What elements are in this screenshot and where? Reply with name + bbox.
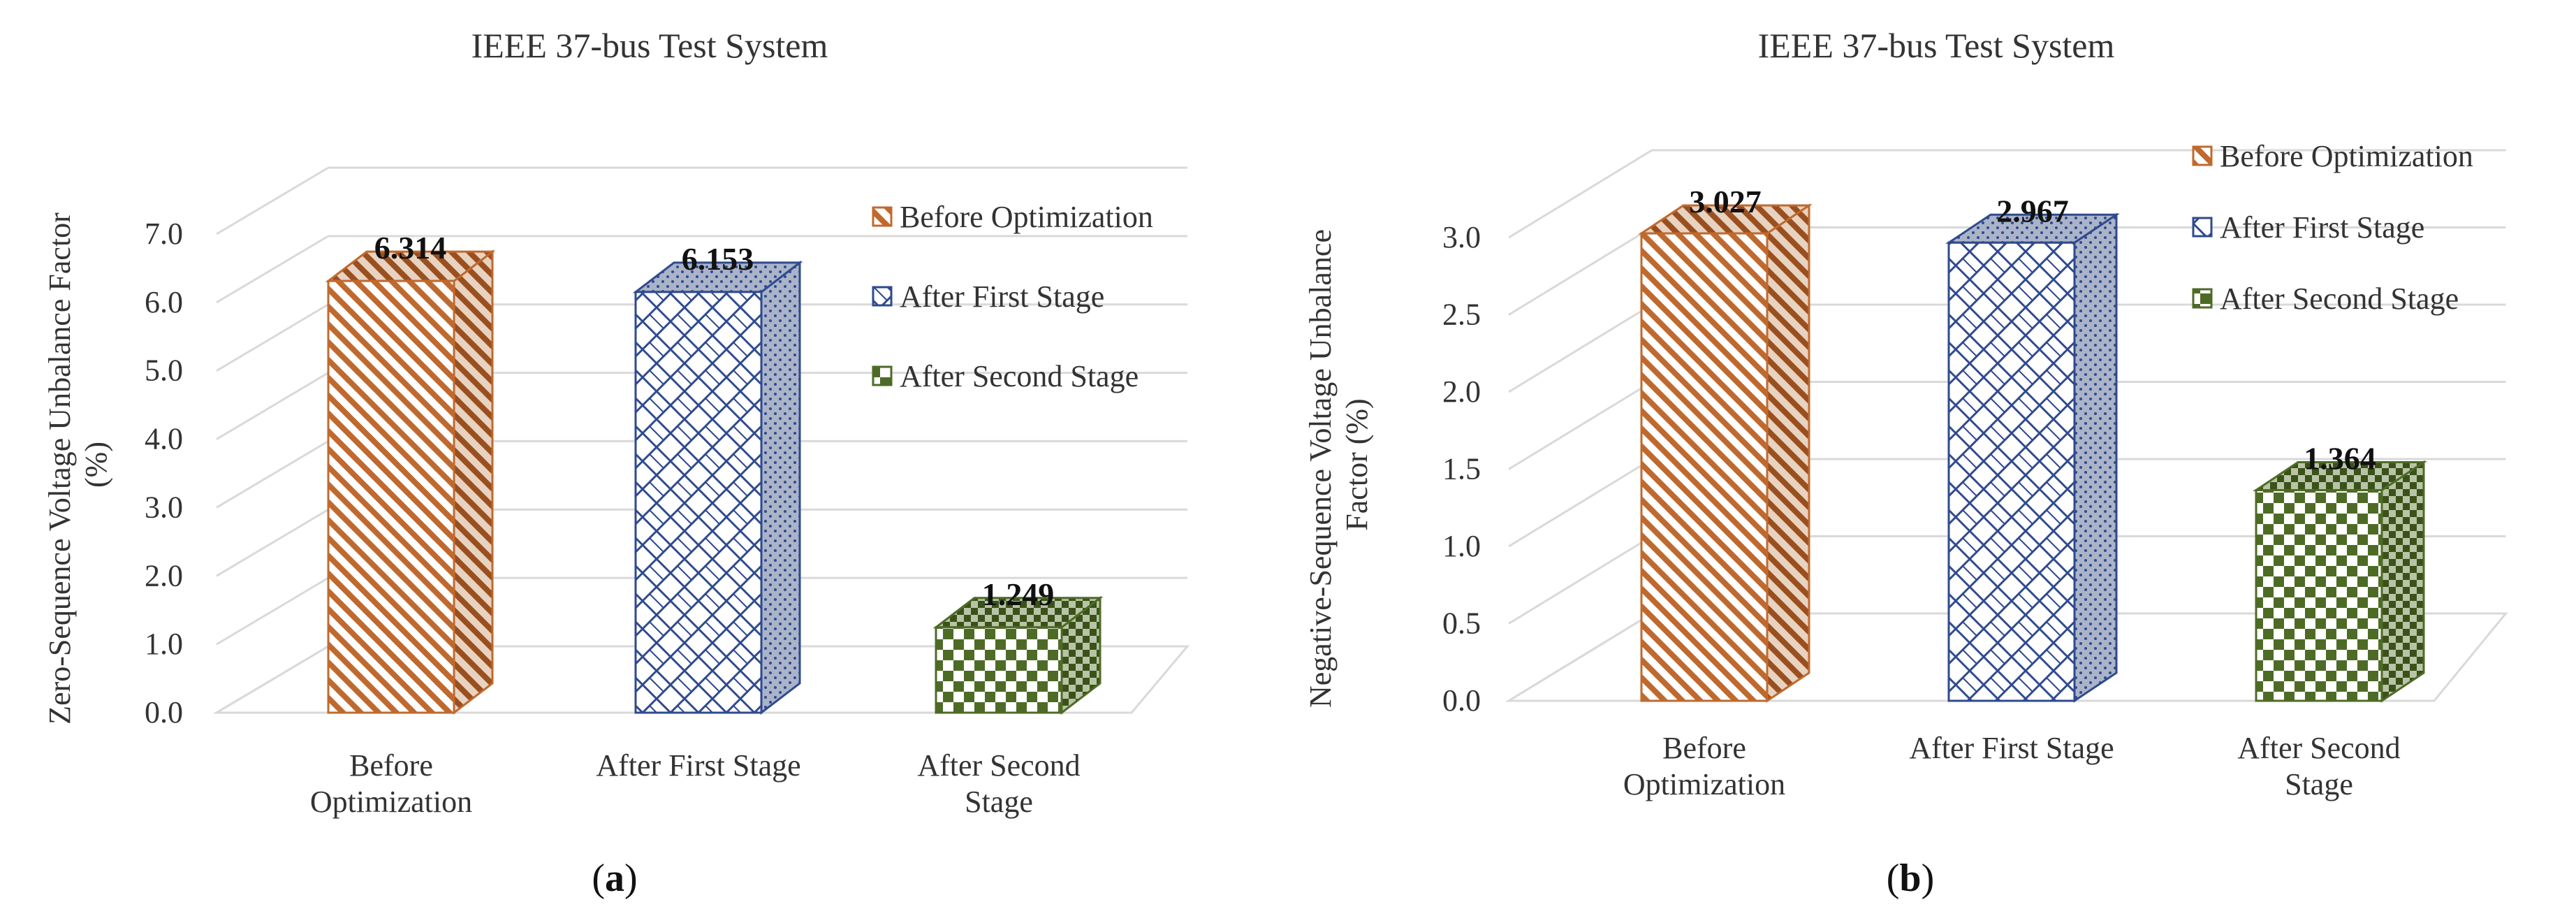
x-category-label: Before Optimization: [1623, 731, 1785, 801]
bar-front-face: [327, 279, 455, 714]
legend-item-after-first-stage: After First Stage: [2192, 210, 2424, 245]
data-label: 6.153: [682, 241, 754, 277]
chart-b-y-axis: 0.0 0.5 1.0 1.5 2.0 2.5 3.0: [1442, 220, 1481, 718]
legend-swatch: [872, 206, 893, 227]
y-tick-label: 0.5: [1442, 606, 1481, 641]
y-tick-label: 1.5: [1442, 452, 1481, 486]
panel-a-caption: (a): [592, 857, 637, 900]
chart-floor: [212, 645, 1190, 714]
gridline-side: [216, 235, 329, 304]
y-tick-label: 3.0: [1442, 220, 1481, 254]
y-tick-label: 1.0: [145, 627, 183, 661]
y-tick-label: 5.0: [145, 354, 183, 388]
bar-side-face: [2380, 460, 2425, 703]
bar-before-optimization: 6.314: [325, 230, 496, 715]
chart-b-bars: 3.027 2.967 1.364: [1638, 184, 2427, 703]
chart-a-bars: 6.314 6.153 1.249: [325, 230, 1104, 715]
x-category-label: After Second Stage: [917, 748, 1080, 819]
chart-a-title: IEEE 37-bus Test System: [471, 26, 828, 65]
data-label: 1.249: [982, 576, 1055, 612]
data-label: 6.314: [374, 230, 447, 266]
bar-after-second-stage: 1.249: [932, 576, 1104, 715]
legend-swatch: [872, 365, 893, 386]
chart-a-x-axis: Before Optimization After First Stage After…: [310, 748, 1081, 819]
bar-front-face: [2255, 489, 2383, 702]
bar-front-face: [1947, 241, 2076, 702]
legend-label: After First Stage: [2220, 210, 2424, 245]
gridline-side: [216, 440, 329, 509]
gridline-side: [216, 166, 329, 235]
bar-before-optimization: 3.027: [1638, 184, 1813, 703]
y-tick-label: 1.0: [1442, 529, 1481, 563]
chart-b-legend: Before Optimization After First Stage Afte…: [2192, 139, 2473, 316]
bar-after-second-stage: 1.364: [2253, 441, 2427, 703]
legend-label: After Second Stage: [2220, 282, 2459, 316]
legend-label: Before Optimization: [900, 200, 1153, 234]
bar-side-face: [453, 249, 494, 715]
gridline-side: [216, 303, 329, 372]
legend-item-after-second-stage: After Second Stage: [2192, 282, 2459, 316]
chart-b-y-label: Negative-Sequence Voltage Unbalance Fact…: [1303, 221, 1374, 708]
legend-label: After Second Stage: [900, 359, 1139, 393]
legend-item-after-first-stage: After First Stage: [872, 279, 1104, 314]
y-tick-label: 2.0: [145, 558, 183, 593]
bar-front-face: [634, 291, 763, 714]
y-tick-label: 4.0: [145, 422, 183, 456]
y-tick-label: 7.0: [145, 217, 183, 251]
data-label: 3.027: [1689, 184, 1762, 219]
chart-a-y-label-line-1: Zero-Sequence Voltage Unbalance Factor: [43, 212, 77, 725]
y-tick-label: 2.5: [1442, 298, 1481, 332]
chart-b-y-label-line-1: Negative-Sequence Voltage Unbalance: [1303, 229, 1338, 708]
y-tick-label: 6.0: [145, 285, 183, 319]
legend-swatch: [2192, 288, 2213, 309]
gridline-side: [216, 372, 329, 440]
chart-a-y-label-line-2: (%): [79, 442, 113, 488]
chart-panel-b: IEEE 37-bus Test System 0.0 0.5 1.0 1.5 2.0 2…: [1303, 26, 2508, 900]
gridline-side: [1508, 226, 1653, 316]
legend-item-before-optimization: Before Optimization: [2192, 139, 2473, 173]
chart-a-legend: Before Optimization After First Stage Afte…: [872, 200, 1153, 393]
gridline-side: [216, 576, 329, 646]
panel-b-caption: (b): [1887, 857, 1934, 900]
legend-item-after-second-stage: After Second Stage: [872, 359, 1139, 393]
y-tick-label: 3.0: [145, 490, 183, 524]
bar-side-face: [760, 260, 801, 715]
bar-side-face: [2073, 212, 2118, 703]
gridline-side: [1508, 458, 1653, 548]
legend-swatch: [2192, 217, 2213, 238]
legend-swatch: [872, 286, 893, 307]
gridline-side: [1508, 381, 1653, 470]
gridline-side: [1508, 535, 1653, 625]
legend-item-before-optimization: Before Optimization: [872, 200, 1153, 234]
chart-b-x-axis: Before Optimization After First Stage After…: [1623, 731, 2401, 801]
chart-a-y-axis: 0.0 1.0 2.0 3.0 4.0 5.0 6.0 7.0: [145, 217, 183, 729]
legend-label: After First Stage: [900, 279, 1104, 314]
legend-label: Before Optimization: [2220, 139, 2473, 173]
bar-front-face: [1640, 232, 1769, 702]
x-category-label: After First Stage: [596, 748, 800, 783]
x-category-label: Before Optimization: [310, 748, 472, 819]
chart-b-y-label-line-2: Factor (%): [1340, 398, 1374, 530]
gridline-side: [216, 508, 329, 577]
y-tick-label: 2.0: [1442, 375, 1481, 409]
bar-after-first-stage: 6.153: [632, 241, 803, 715]
data-label: 2.967: [1996, 193, 2069, 228]
bar-front-face: [935, 626, 1063, 714]
chart-b-title: IEEE 37-bus Test System: [1758, 26, 2115, 65]
data-label: 1.364: [2304, 441, 2376, 477]
chart-a-y-label: Zero-Sequence Voltage Unbalance Factor (…: [43, 205, 113, 725]
legend-swatch: [2192, 145, 2213, 166]
bar-after-first-stage: 2.967: [1945, 193, 2120, 703]
gridline-side: [1508, 149, 1653, 239]
gridline-side: [1508, 303, 1653, 393]
bar-side-face: [1766, 203, 1810, 703]
chart-panel-a: IEEE 37-bus Test System 0.0 1.0 2.0 3.0 4.0 5…: [43, 26, 1190, 900]
x-category-label: After First Stage: [1909, 731, 2114, 765]
x-category-label: After Second Stage: [2237, 731, 2400, 801]
y-tick-label: 0.0: [145, 695, 183, 729]
y-tick-label: 0.0: [1442, 683, 1481, 718]
chart-floor: [1505, 612, 2508, 702]
